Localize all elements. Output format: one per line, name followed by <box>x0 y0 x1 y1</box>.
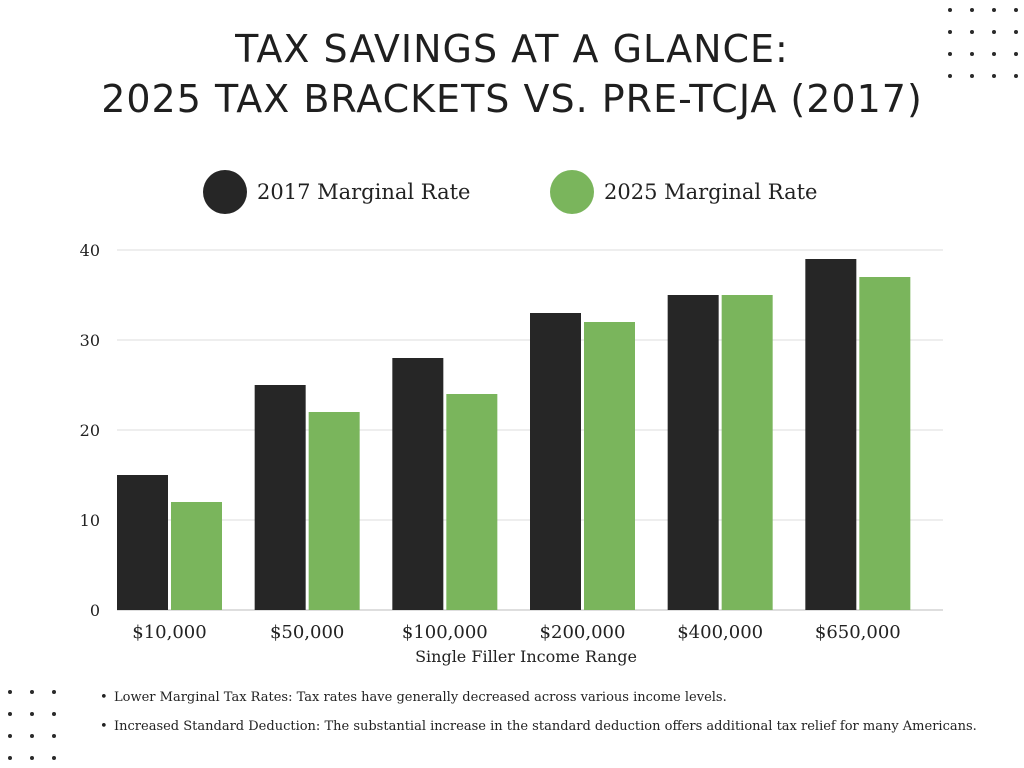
decorative-dot <box>970 52 974 56</box>
decorative-dot <box>8 756 12 760</box>
decorative-dot <box>8 712 12 716</box>
x-tick-label: $100,000 <box>402 622 488 643</box>
decorative-dot <box>948 30 952 34</box>
decorative-dot <box>30 712 34 716</box>
chart-title: TAX SAVINGS AT A GLANCE: 2025 TAX BRACKE… <box>0 24 1024 124</box>
decorative-dot <box>30 756 34 760</box>
decorative-dot <box>8 690 12 694</box>
x-tick-label: $650,000 <box>815 622 901 643</box>
decorative-dot <box>970 30 974 34</box>
decorative-dot <box>1014 74 1018 78</box>
decorative-dot <box>8 734 12 738</box>
decorative-dot <box>992 30 996 34</box>
decorative-dot <box>992 52 996 56</box>
legend-swatch-2017 <box>203 170 247 214</box>
y-tick-label: 30 <box>80 331 100 350</box>
decorative-dot <box>52 690 56 694</box>
notes-list: Lower Marginal Tax Rates: Tax rates have… <box>100 690 1000 748</box>
bar-2025 <box>859 277 911 610</box>
decorative-dot <box>948 8 952 12</box>
bar-2017 <box>805 259 857 610</box>
legend-item-2017: 2017 Marginal Rate <box>203 168 470 216</box>
bar-2017 <box>530 313 581 610</box>
bar-2017 <box>117 475 168 610</box>
decorative-dot <box>948 52 952 56</box>
decorative-dot <box>1014 8 1018 12</box>
chart-legend: 2017 Marginal Rate 2025 Marginal Rate <box>0 168 1024 216</box>
bar-2025 <box>171 502 222 610</box>
y-tick-label: 40 <box>80 241 100 260</box>
legend-item-2025: 2025 Marginal Rate <box>550 168 817 216</box>
decorative-dot <box>30 690 34 694</box>
y-tick-label: 0 <box>90 601 100 620</box>
title-line-2: 2025 TAX BRACKETS VS. PRE-TCJA (2017) <box>101 77 923 121</box>
decorative-dot <box>1014 52 1018 56</box>
decorative-dot <box>992 74 996 78</box>
x-tick-label: $50,000 <box>270 622 344 643</box>
note-item: Increased Standard Deduction: The substa… <box>100 719 1000 734</box>
decorative-dot <box>52 712 56 716</box>
decorative-dot <box>52 734 56 738</box>
decorative-dot <box>52 756 56 760</box>
bar-2025 <box>308 412 360 610</box>
decorative-dot <box>970 74 974 78</box>
bar-2017 <box>667 295 719 610</box>
legend-label-2025: 2025 Marginal Rate <box>604 180 818 204</box>
x-tick-label: $400,000 <box>677 622 763 643</box>
x-tick-label: $10,000 <box>132 622 206 643</box>
decorative-dot <box>948 74 952 78</box>
bar-2025 <box>446 394 498 610</box>
decorative-dot <box>30 734 34 738</box>
decorative-dot <box>992 8 996 12</box>
note-item: Lower Marginal Tax Rates: Tax rates have… <box>100 690 1000 705</box>
bar-chart: 0 10 20 30 40 $10,000 $50,000 $100,000 $200,000 $… <box>80 241 943 666</box>
legend-label-2017: 2017 Marginal Rate <box>257 180 471 204</box>
title-line-1: TAX SAVINGS AT A GLANCE: <box>235 27 789 71</box>
decorative-dot <box>1014 30 1018 34</box>
x-tick-label: $200,000 <box>540 622 626 643</box>
bar-2025 <box>584 322 635 610</box>
decorative-dot <box>970 8 974 12</box>
y-tick-label: 20 <box>80 421 100 440</box>
y-tick-label: 10 <box>80 511 100 530</box>
bar-2017 <box>254 385 306 610</box>
legend-swatch-2025 <box>550 170 594 214</box>
bar-2025 <box>721 295 773 610</box>
bar-2017 <box>392 358 444 610</box>
x-axis-label: Single Filler Income Range <box>415 647 637 666</box>
